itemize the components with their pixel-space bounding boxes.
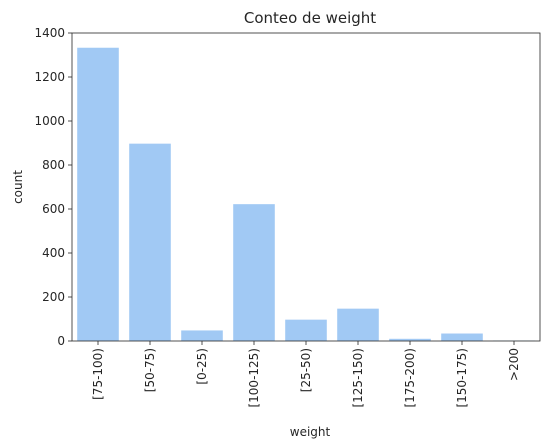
- x-tick-label: [100-125): [247, 348, 261, 408]
- x-tick-label: [175-200): [403, 348, 417, 408]
- y-tick-label: 400: [42, 246, 65, 260]
- y-tick-label: 1200: [34, 70, 65, 84]
- y-tick-label: 200: [42, 290, 65, 304]
- bar-4: [285, 320, 327, 341]
- y-axis-label: count: [11, 170, 25, 204]
- x-tick-label: [50-75): [143, 348, 157, 392]
- x-tick-label: [25-50): [299, 348, 313, 392]
- x-tick-label: [125-150): [351, 348, 365, 408]
- plot-area: 0 200 400 600 800 1000 1200 1400 [75-100) [50-75)…: [34, 26, 540, 408]
- bar-0: [77, 48, 119, 341]
- y-tick-label: 1400: [34, 26, 65, 40]
- bar-2: [181, 330, 223, 341]
- x-tick-label: [150-175): [455, 348, 469, 408]
- x-tick-label: >200: [507, 348, 521, 381]
- y-tick-label: 800: [42, 158, 65, 172]
- y-tick-label: 1000: [34, 114, 65, 128]
- bar-7: [441, 334, 483, 341]
- bar-1: [129, 144, 171, 341]
- y-tick-label: 600: [42, 202, 65, 216]
- x-axis-label: weight: [290, 425, 331, 439]
- bar-5: [337, 309, 379, 341]
- bar-3: [233, 204, 275, 341]
- chart-title: Conteo de weight: [244, 9, 376, 27]
- x-tick-label: [75-100): [91, 348, 105, 400]
- y-tick-label: 0: [57, 334, 65, 348]
- x-tick-label: [0-25): [195, 348, 209, 385]
